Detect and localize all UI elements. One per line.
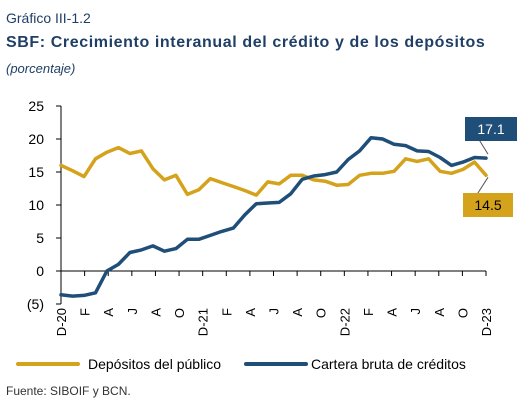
x-tick-label: A — [101, 308, 116, 317]
x-tick-label: A — [243, 308, 258, 317]
end-label-box-credito — [465, 117, 517, 141]
x-tick-label: F — [219, 308, 234, 316]
x-tick-label: J — [408, 308, 423, 315]
x-tick-label: A — [385, 308, 400, 317]
x-tick-label: O — [314, 308, 329, 318]
figure-number: Gráfico III-1.2 — [6, 10, 91, 26]
y-tick-label: 25 — [28, 98, 44, 114]
y-tick-label: 5 — [36, 230, 44, 246]
x-tick-label: O — [172, 308, 187, 318]
chart-title: SBF: Crecimiento interanual del crédito … — [6, 34, 486, 51]
series-line-depositos — [59, 145, 488, 197]
legend-label: Cartera bruta de créditos — [311, 356, 466, 372]
x-tick-label: F — [78, 308, 93, 316]
series-line-credito — [59, 135, 488, 298]
x-tick-label: J — [267, 308, 282, 315]
legend-label: Depósitos del público — [88, 356, 221, 372]
x-tick-label: A — [290, 308, 305, 317]
y-tick-label: 20 — [28, 131, 44, 147]
x-tick-label: A — [148, 308, 163, 317]
callout-line-depositos — [475, 177, 489, 197]
source-note: Fuente: SIBOIF y BCN. — [6, 384, 131, 398]
end-label-credito: 17.1 — [477, 121, 504, 137]
x-tick-label: F — [361, 308, 376, 316]
x-tick-label: A — [432, 308, 447, 317]
y-tick-label: (5) — [27, 296, 44, 312]
y-tick-label: 10 — [28, 197, 44, 213]
end-label-depositos: 14.5 — [474, 197, 501, 213]
x-tick-label: D-22 — [337, 308, 352, 336]
x-tick-label: D-21 — [196, 308, 211, 336]
x-tick-label: O — [455, 308, 470, 318]
x-tick-label: D-20 — [54, 308, 69, 336]
x-tick-label: D-23 — [479, 308, 494, 336]
end-label-box-depositos — [463, 193, 513, 217]
y-tick-label: 15 — [28, 164, 44, 180]
y-tick-label: 0 — [36, 263, 44, 279]
x-tick-label: J — [125, 308, 140, 315]
chart-subtitle: (porcentaje) — [6, 61, 76, 76]
